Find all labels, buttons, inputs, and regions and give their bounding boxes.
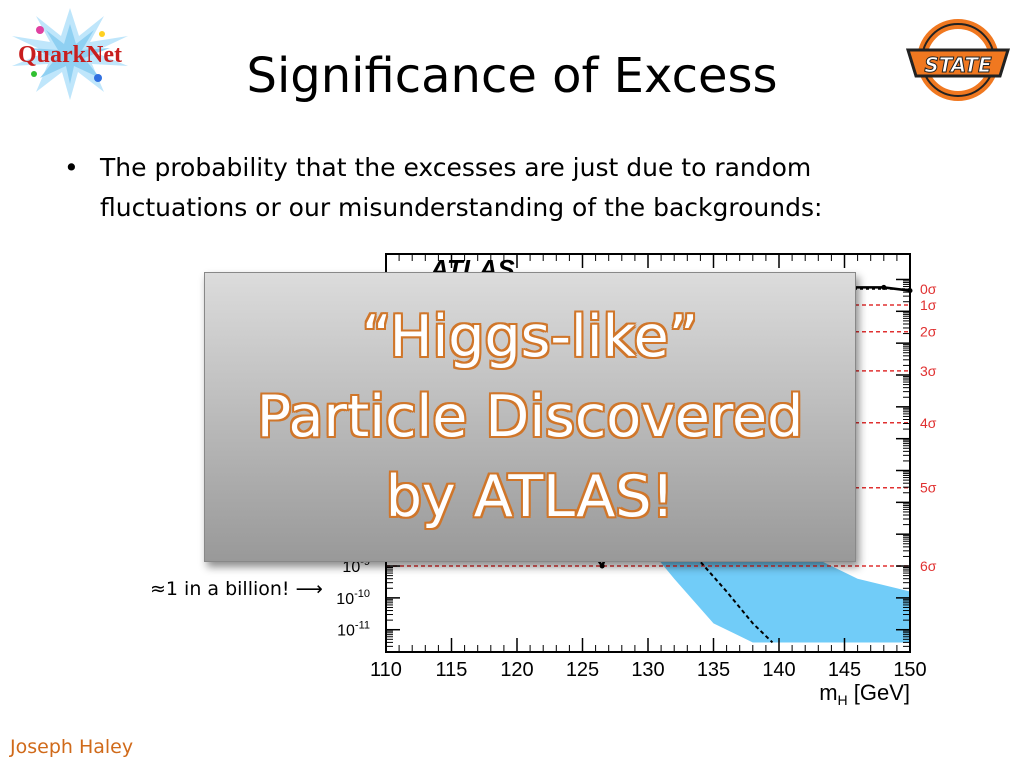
x-tick-label: 140 (762, 659, 795, 681)
sigma-label: 3σ (920, 363, 937, 379)
x-tick-label: 125 (566, 659, 599, 681)
sigma-label: 0σ (920, 281, 937, 297)
y-tick-label: 10-9 (342, 556, 370, 576)
discovery-overlay: “Higgs-like” Particle Discovered by ATLA… (204, 272, 856, 562)
x-tick-label: 145 (828, 659, 861, 681)
bullet-text: The probability that the excesses are ju… (100, 153, 823, 222)
sigma-label: 2σ (920, 324, 937, 340)
y-tick-label: 10-10 (336, 588, 370, 608)
sigma-label: 1σ (920, 297, 937, 313)
x-tick-label: 110 (370, 659, 402, 681)
x-tick-label: 115 (436, 659, 468, 681)
oklahoma-state-logo: STATE (902, 18, 1014, 102)
overlay-line-1: “Higgs-like” (361, 304, 699, 370)
sigma-label: 5σ (920, 480, 937, 496)
observed-point (599, 563, 605, 569)
sigma-label: 4σ (920, 415, 937, 431)
billion-annotation: ≈1 in a billion! ⟶ (150, 578, 323, 600)
quarknet-logo: QuarkNet (8, 8, 132, 100)
x-tick-label: 130 (631, 659, 664, 681)
oklahoma-state-logo-text: STATE (924, 53, 992, 77)
slide-title: Significance of Excess (246, 48, 778, 104)
presenter-name: Joseph Haley (10, 736, 134, 758)
observed-point (881, 284, 887, 290)
expected-band (582, 374, 910, 643)
expected-band-area (582, 374, 910, 643)
x-tick-label: 150 (893, 659, 926, 681)
x-tick-label: 135 (697, 659, 730, 681)
x-tick-label: 120 (500, 659, 533, 681)
bullet-dot: • (64, 153, 79, 182)
overlay-line-2: Particle Discovered (256, 384, 804, 450)
x-axis-label: mH [GeV] (819, 680, 910, 708)
overlay-line-3: by ATLAS! (385, 464, 675, 530)
y-tick-label: 10-11 (337, 620, 370, 640)
quarknet-logo-text: QuarkNet (18, 42, 122, 68)
sigma-label: 6σ (920, 558, 937, 574)
